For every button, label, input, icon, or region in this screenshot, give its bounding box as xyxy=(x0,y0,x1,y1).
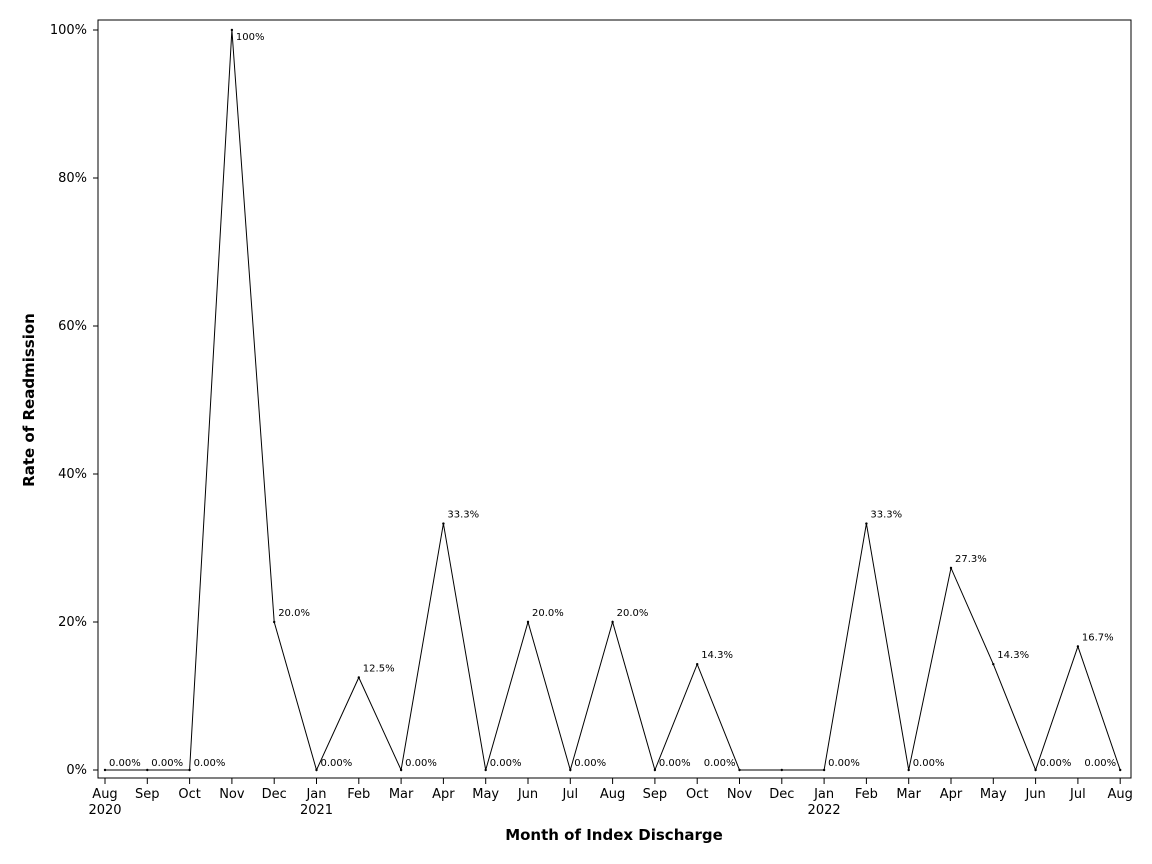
x-tick-label: Jul xyxy=(561,787,578,802)
data-point xyxy=(188,768,191,772)
x-tick-label: Jan xyxy=(305,787,326,802)
data-point xyxy=(273,620,276,624)
x-tick-label: Jun xyxy=(517,787,538,802)
data-label: 0.00% xyxy=(704,758,736,769)
data-label: 14.3% xyxy=(701,650,733,661)
x-tick-label: Jun xyxy=(1024,787,1045,802)
y-tick-label: 20% xyxy=(58,615,87,630)
data-label: 0.00% xyxy=(405,758,437,769)
x-axis: Aug Sep Oct Nov Dec Jan Feb Mar Apr May Jun Jul Aug S… xyxy=(88,778,1133,818)
data-point xyxy=(611,620,614,624)
x-year-label: 2020 xyxy=(88,803,121,818)
data-point xyxy=(949,566,953,570)
x-tick-label: Feb xyxy=(347,787,370,802)
data-label: 33.3% xyxy=(870,510,902,521)
data-label: 12.5% xyxy=(363,664,395,675)
data-label: 0.00% xyxy=(1040,758,1072,769)
data-point xyxy=(442,522,445,525)
x-tick-label: Apr xyxy=(940,787,963,802)
data-label: 16.7% xyxy=(1082,632,1114,643)
data-label: 0.00% xyxy=(109,758,141,769)
data-point xyxy=(653,768,657,772)
x-tick-label: Feb xyxy=(855,787,878,802)
data-label: 0.00% xyxy=(321,758,353,769)
y-tick-label: 100% xyxy=(50,23,87,38)
data-label: 33.3% xyxy=(447,510,479,521)
data-label: 0.00% xyxy=(659,758,691,769)
x-tick-label: Sep xyxy=(135,787,160,802)
data-label: 20.0% xyxy=(278,608,310,619)
data-label: 0.00% xyxy=(1084,758,1116,769)
x-tick-label: Apr xyxy=(432,787,455,802)
data-point xyxy=(738,768,741,772)
x-tick-label: Jul xyxy=(1069,787,1086,802)
y-tick-label: 40% xyxy=(58,467,87,482)
data-point xyxy=(1119,768,1122,772)
x-tick-label: Mar xyxy=(896,787,921,802)
x-year-label: 2022 xyxy=(808,803,841,818)
plot-frame xyxy=(97,19,1132,779)
x-tick-label: Aug xyxy=(600,787,625,802)
x-tick-label: Aug xyxy=(1108,787,1133,802)
y-axis: 0% 20% 40% 60% 80% 100% xyxy=(50,23,98,778)
x-tick-label: May xyxy=(980,787,1007,802)
data-point xyxy=(146,768,149,772)
x-tick-label: Aug xyxy=(92,787,117,802)
data-point xyxy=(907,768,910,772)
data-point xyxy=(230,28,234,32)
data-labels: 0.00% 0.00% 0.00% 100% 20.0% 0.00% 12.5% 0.00% 3… xyxy=(109,32,1116,769)
data-label: 0.00% xyxy=(828,758,860,769)
x-tick-label: May xyxy=(472,787,499,802)
x-tick-label: Oct xyxy=(686,787,708,802)
data-point xyxy=(569,768,572,772)
data-point xyxy=(1076,645,1080,648)
x-tick-label: Nov xyxy=(219,787,245,802)
data-point xyxy=(484,768,487,772)
x-tick-label: Sep xyxy=(643,787,668,802)
data-label: 0.00% xyxy=(151,758,183,769)
data-label: 0.00% xyxy=(913,758,945,769)
data-label: 0.00% xyxy=(574,758,606,769)
data-label: 0.00% xyxy=(194,758,226,769)
y-tick-label: 0% xyxy=(66,763,87,778)
x-year-label: 2021 xyxy=(300,803,333,818)
x-tick-label: Nov xyxy=(727,787,753,802)
data-label: 20.0% xyxy=(532,608,564,619)
x-tick-label: Dec xyxy=(262,787,287,802)
data-point xyxy=(103,768,107,772)
y-tick-label: 60% xyxy=(58,319,87,334)
data-point xyxy=(526,620,530,624)
x-tick-label: Mar xyxy=(389,787,414,802)
data-point xyxy=(865,522,868,525)
data-label: 27.3% xyxy=(955,554,987,565)
x-tick-label: Dec xyxy=(769,787,794,802)
data-point xyxy=(357,676,360,679)
data-label: 14.3% xyxy=(997,650,1029,661)
series-line xyxy=(105,29,1121,772)
data-point xyxy=(822,768,826,772)
series-group xyxy=(103,28,1122,772)
data-label: 100% xyxy=(236,32,265,43)
data-point xyxy=(1034,768,1037,772)
data-point xyxy=(399,768,403,772)
data-label: 20.0% xyxy=(617,608,649,619)
data-point xyxy=(992,662,995,666)
x-tick-label: Oct xyxy=(178,787,200,802)
data-label: 0.00% xyxy=(490,758,522,769)
x-axis-title: Month of Index Discharge xyxy=(505,826,723,844)
data-point xyxy=(315,768,318,772)
x-tick-label: Jan xyxy=(813,787,834,802)
data-point xyxy=(780,768,783,772)
data-point xyxy=(696,662,699,666)
y-axis-title: Rate of Readmission xyxy=(20,313,38,487)
y-tick-label: 80% xyxy=(58,171,87,186)
